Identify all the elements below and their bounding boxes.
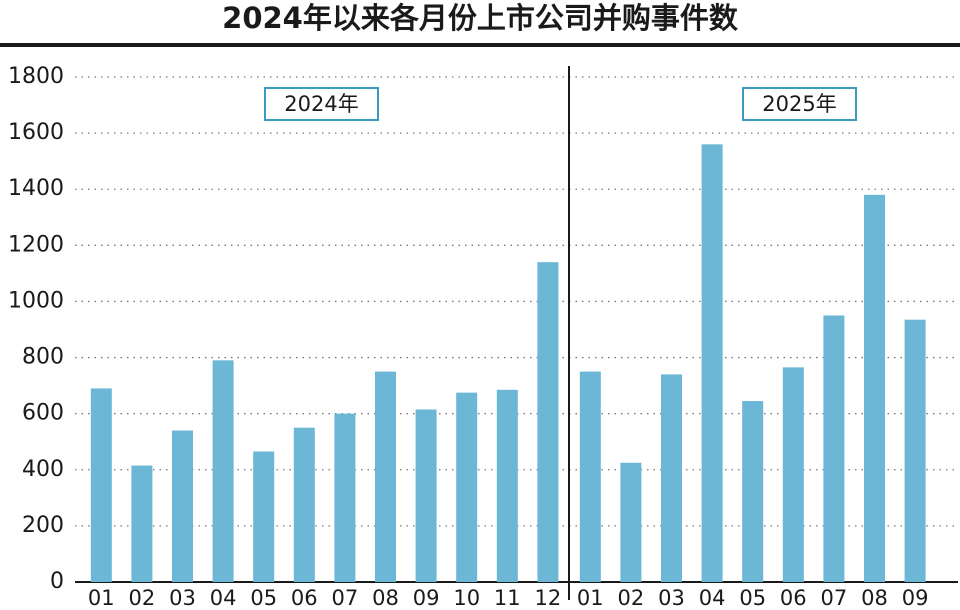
bar	[701, 144, 723, 583]
x-tick-label: 04	[699, 586, 726, 610]
y-tick-label: 1800	[8, 64, 64, 89]
x-tick-label: 01	[88, 586, 115, 610]
x-tick-label: 03	[169, 586, 196, 610]
x-tick-label: 09	[413, 586, 440, 610]
bar	[620, 462, 642, 582]
y-tick-label: 1000	[8, 288, 64, 313]
bar	[904, 319, 926, 582]
bar	[537, 262, 559, 582]
x-tick-label: 01	[577, 586, 604, 610]
chart-title: 2024年以来各月份上市公司并购事件数	[222, 1, 739, 35]
x-tick-label: 10	[453, 586, 480, 610]
y-tick-label: 400	[22, 457, 64, 482]
x-tick-label: 07	[332, 586, 359, 610]
group-label-box	[264, 87, 379, 121]
bar	[334, 413, 356, 582]
x-tick-label: 06	[780, 586, 807, 610]
bar	[823, 315, 845, 582]
x-tick-label: 08	[372, 586, 399, 610]
x-tick-label: 12	[535, 586, 562, 610]
y-tick-label: 1600	[8, 120, 64, 145]
bar	[742, 401, 764, 582]
y-tick-label: 800	[22, 345, 64, 370]
y-tick-label: 200	[22, 513, 64, 538]
x-tick-label: 06	[291, 586, 318, 610]
bar	[579, 371, 601, 582]
bar	[90, 388, 112, 582]
group-label: 2025年	[762, 92, 836, 116]
bar	[253, 451, 275, 582]
bar	[212, 360, 234, 582]
bar	[375, 371, 396, 582]
x-tick-label: 02	[618, 586, 645, 610]
y-tick-label: 1400	[8, 176, 64, 201]
bar	[456, 392, 478, 582]
bar	[293, 427, 315, 582]
bar	[864, 194, 885, 583]
x-tick-label: 03	[658, 586, 685, 610]
x-tick-label: 09	[902, 586, 929, 610]
x-tick-label: 02	[129, 586, 156, 610]
x-tick-label: 05	[739, 586, 766, 610]
bar	[131, 465, 153, 582]
group-label: 2024年	[284, 92, 358, 116]
group-label-box	[742, 87, 857, 121]
bar	[172, 430, 193, 582]
x-tick-label: 04	[210, 586, 237, 610]
x-tick-label: 11	[494, 586, 521, 610]
x-tick-label: 08	[861, 586, 888, 610]
y-tick-label: 0	[50, 569, 64, 594]
x-tick-label: 05	[250, 586, 277, 610]
y-tick-label: 600	[22, 401, 64, 426]
y-tick-label: 1200	[8, 232, 64, 257]
bar	[661, 374, 682, 582]
bar	[496, 389, 518, 582]
x-tick-label: 07	[821, 586, 848, 610]
bar	[415, 409, 437, 582]
bar	[782, 367, 804, 582]
